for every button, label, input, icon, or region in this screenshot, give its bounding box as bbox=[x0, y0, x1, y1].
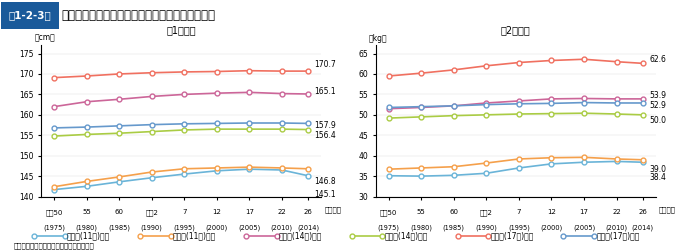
Text: (2010): (2010) bbox=[271, 224, 293, 231]
Text: 157.9: 157.9 bbox=[314, 121, 336, 130]
Text: 145.1: 145.1 bbox=[314, 190, 336, 199]
Text: (2000): (2000) bbox=[540, 224, 563, 231]
Text: （出典）文部科学省「学校保健統計調査」: （出典）文部科学省「学校保健統計調査」 bbox=[14, 243, 94, 249]
Text: 昭和50: 昭和50 bbox=[45, 209, 63, 216]
Text: 高校生(17歳)男子: 高校生(17歳)男子 bbox=[490, 231, 534, 240]
Text: 39.0: 39.0 bbox=[649, 166, 666, 174]
Text: 中学生(14歳)男子: 中学生(14歳)男子 bbox=[279, 231, 322, 240]
Text: (2000): (2000) bbox=[206, 224, 228, 231]
Text: 小学生(11歳)男子: 小学生(11歳)男子 bbox=[67, 231, 110, 240]
Text: (1995): (1995) bbox=[508, 224, 530, 231]
Text: 165.1: 165.1 bbox=[314, 87, 336, 97]
Text: 高校生(17歳)女子: 高校生(17歳)女子 bbox=[596, 231, 640, 240]
Text: 52.9: 52.9 bbox=[649, 101, 666, 110]
Text: (2014): (2014) bbox=[632, 224, 654, 231]
Text: 第1-2-3図: 第1-2-3図 bbox=[8, 10, 51, 20]
Text: (1980): (1980) bbox=[410, 224, 432, 231]
Text: (2005): (2005) bbox=[238, 224, 260, 231]
Text: 62.6: 62.6 bbox=[649, 55, 666, 64]
Text: 38.4: 38.4 bbox=[649, 173, 666, 182]
Text: 60: 60 bbox=[449, 209, 458, 215]
Text: 55: 55 bbox=[82, 209, 91, 215]
Text: 小学生・中学生・高校生の身長・体重（平均値）: 小学生・中学生・高校生の身長・体重（平均値） bbox=[61, 9, 215, 22]
Text: 53.9: 53.9 bbox=[649, 91, 666, 100]
Text: (1985): (1985) bbox=[443, 224, 465, 231]
Text: 12: 12 bbox=[212, 209, 221, 215]
Text: 12: 12 bbox=[547, 209, 556, 215]
Text: (1990): (1990) bbox=[475, 224, 497, 231]
Text: 小学生(11歳)女子: 小学生(11歳)女子 bbox=[173, 231, 216, 240]
Text: 22: 22 bbox=[277, 209, 286, 215]
Text: （年度）: （年度） bbox=[324, 207, 342, 213]
Text: 156.4: 156.4 bbox=[314, 131, 336, 140]
Text: （1）身長: （1）身長 bbox=[166, 25, 196, 35]
Text: (1975): (1975) bbox=[43, 224, 65, 231]
Text: （cm）: （cm） bbox=[34, 34, 55, 43]
Text: 22: 22 bbox=[612, 209, 621, 215]
Text: (1990): (1990) bbox=[141, 224, 163, 231]
Text: （kg）: （kg） bbox=[369, 34, 387, 43]
Text: 平成2: 平成2 bbox=[145, 209, 158, 216]
Text: 中学生(14歳)女子: 中学生(14歳)女子 bbox=[385, 231, 428, 240]
Text: （2）体重: （2）体重 bbox=[501, 25, 531, 35]
Text: 26: 26 bbox=[303, 209, 312, 215]
Text: 60: 60 bbox=[115, 209, 124, 215]
Text: 55: 55 bbox=[417, 209, 426, 215]
Text: 17: 17 bbox=[580, 209, 589, 215]
Text: 7: 7 bbox=[182, 209, 186, 215]
Text: 7: 7 bbox=[516, 209, 521, 215]
Text: (2010): (2010) bbox=[606, 224, 628, 231]
FancyBboxPatch shape bbox=[1, 2, 59, 29]
Text: (1985): (1985) bbox=[108, 224, 130, 231]
Text: 昭和50: 昭和50 bbox=[380, 209, 398, 216]
Text: 平成2: 平成2 bbox=[480, 209, 493, 216]
Text: (2014): (2014) bbox=[297, 224, 319, 231]
Text: 26: 26 bbox=[638, 209, 647, 215]
Text: 146.8: 146.8 bbox=[314, 177, 336, 185]
Text: (1980): (1980) bbox=[76, 224, 98, 231]
Text: 170.7: 170.7 bbox=[314, 60, 336, 70]
Text: 17: 17 bbox=[245, 209, 254, 215]
Text: (1975): (1975) bbox=[378, 224, 400, 231]
Text: 50.0: 50.0 bbox=[649, 116, 666, 125]
Text: (2005): (2005) bbox=[573, 224, 595, 231]
Text: (1995): (1995) bbox=[173, 224, 195, 231]
Text: （年度）: （年度） bbox=[659, 207, 676, 213]
